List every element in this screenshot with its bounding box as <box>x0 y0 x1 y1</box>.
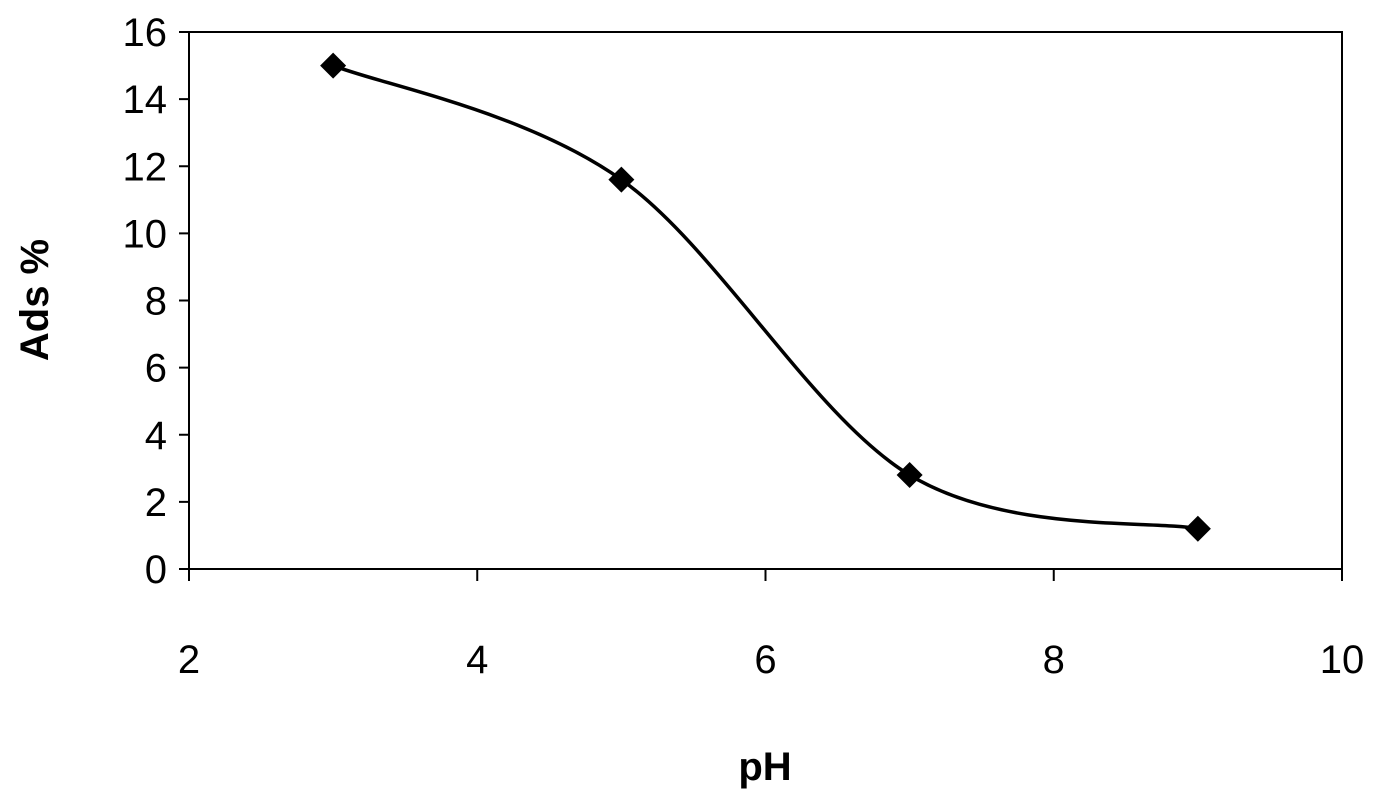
y-tick-label: 6 <box>145 347 167 391</box>
x-axis-ticks: 2 4 6 8 10 <box>178 569 1364 682</box>
y-tick-label: 4 <box>145 414 167 458</box>
y-tick-label: 14 <box>123 78 168 122</box>
data-point-marker <box>896 462 923 489</box>
x-tick-label: 8 <box>1043 638 1065 682</box>
y-tick-label: 12 <box>123 145 168 189</box>
y-axis-title: Ads % <box>13 239 57 361</box>
data-point-marker <box>1184 515 1211 542</box>
y-tick-label: 2 <box>145 481 167 525</box>
y-tick-label: 16 <box>123 11 168 55</box>
x-axis-title: pH <box>738 745 791 789</box>
x-tick-label: 4 <box>466 638 488 682</box>
data-point-marker <box>320 52 347 79</box>
y-axis-ticks: 0 2 4 6 8 10 12 14 16 <box>123 11 189 592</box>
y-tick-label: 0 <box>145 548 167 592</box>
series-markers <box>320 52 1211 542</box>
y-tick-label: 8 <box>145 280 167 324</box>
x-tick-label: 10 <box>1320 638 1365 682</box>
plot-area-frame <box>188 31 1343 570</box>
series-line <box>332 63 1199 531</box>
x-tick-label: 2 <box>178 638 200 682</box>
y-tick-label: 10 <box>123 212 168 256</box>
x-tick-label: 6 <box>754 638 776 682</box>
data-point-marker <box>608 166 635 193</box>
